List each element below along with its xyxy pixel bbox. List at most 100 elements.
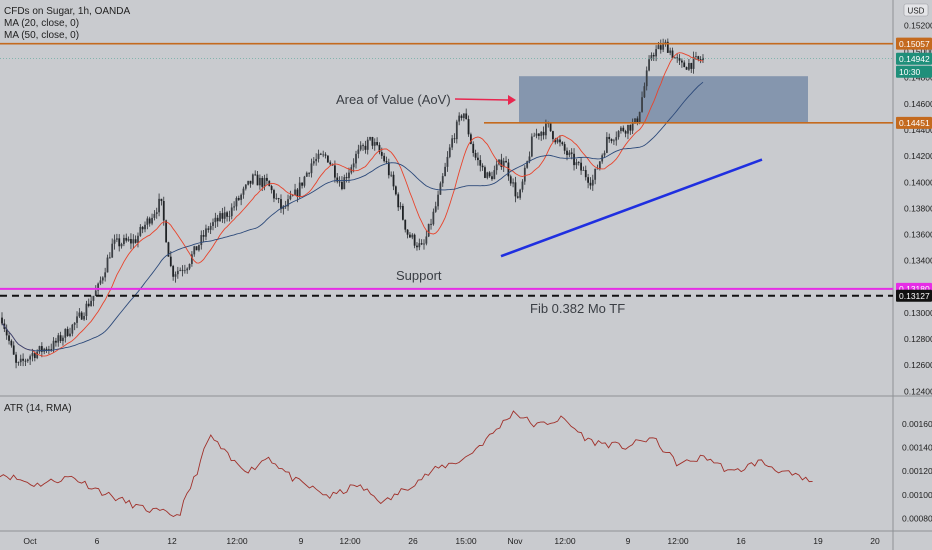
candle-body [52, 340, 55, 350]
candle-body [50, 348, 53, 350]
aov-annotation[interactable]: Area of Value (AoV) [336, 92, 451, 107]
candle-body [697, 56, 700, 60]
candle-body [345, 177, 348, 179]
price-tick-label: 0.15200 [904, 20, 932, 30]
candle-body [580, 162, 582, 171]
countdown-tag-bg [896, 65, 932, 78]
candle-body [247, 180, 250, 185]
candle-body [594, 168, 597, 180]
candle-body [638, 111, 641, 124]
moving-average-lines [1, 52, 704, 357]
candle-body [460, 115, 463, 118]
candle-body [59, 335, 62, 341]
candle-body [385, 161, 388, 163]
candle-body [153, 213, 156, 218]
fib-level-tag: 0.13127 [899, 291, 930, 301]
candle-body [83, 316, 85, 320]
candle-body [33, 353, 36, 359]
arrow-annotation[interactable] [454, 95, 516, 105]
currency-badge[interactable] [903, 3, 929, 17]
candle-body [432, 211, 435, 225]
candle-body [202, 235, 205, 237]
candle-body [491, 176, 493, 180]
time-tick-label: 19 [813, 536, 823, 546]
candle-body [683, 62, 686, 68]
candle-body [341, 181, 343, 190]
candle-body [315, 158, 318, 162]
fib-annotation[interactable]: Fib 0.382 Mo TF [530, 301, 625, 316]
price-tick-label: 0.13800 [904, 203, 932, 213]
candle-body [540, 131, 543, 136]
candle-body [205, 228, 207, 237]
candle-body [69, 333, 71, 336]
candle-body [467, 119, 470, 135]
candle-body [427, 223, 430, 237]
chart-title: CFDs on Sugar, 1h, OANDA [4, 6, 130, 17]
price-axis[interactable]: 0.15200 0.15000 0.14800 0.14600 0.14400 0.142… [896, 20, 932, 396]
price-tick-label: 0.12400 [904, 386, 932, 396]
support-annotation[interactable]: Support [396, 268, 442, 283]
candle-body [488, 172, 491, 177]
candle-body [29, 356, 32, 360]
candle-body [123, 237, 125, 245]
candle-body [577, 162, 580, 164]
candle-body [425, 236, 428, 244]
candle-body [132, 239, 135, 244]
candle-body [270, 186, 273, 191]
candle-body [111, 243, 114, 258]
candle-body [688, 63, 690, 70]
candle-body [486, 172, 489, 178]
candle-body [612, 140, 615, 142]
candle-body [624, 131, 627, 134]
candle-body [228, 216, 231, 217]
time-axis[interactable]: Oct 6 12 12:00 9 12:00 26 15:00 Nov 12:00 9 12:00 16… [23, 536, 880, 546]
candle-body [230, 207, 233, 217]
ma20-legend[interactable]: MA (20, close, 0) [4, 18, 79, 29]
candle-body [366, 139, 369, 150]
candle-body [183, 270, 186, 272]
candle-body [423, 243, 425, 245]
candle-body [552, 131, 554, 140]
candle-body [148, 218, 151, 224]
time-tick-label: 12 [167, 536, 177, 546]
candle-body [373, 142, 376, 146]
candle-body [26, 359, 29, 362]
candle-body [629, 124, 632, 131]
candle-body [305, 172, 308, 177]
candle-body [263, 177, 266, 187]
candle-body [359, 145, 362, 150]
candle-body [130, 238, 132, 244]
atr-tick-label: 0.00100 [902, 490, 932, 500]
trendline-drawing[interactable] [500, 158, 763, 258]
candle-body [685, 67, 688, 70]
area-of-value-box[interactable] [519, 76, 808, 123]
atr-tick-label: 0.00160 [902, 419, 932, 429]
candle-body [22, 358, 24, 361]
candle-body [521, 181, 524, 190]
atr-legend[interactable]: ATR (14, RMA) [4, 403, 72, 414]
time-tick-label: 12:00 [339, 536, 361, 546]
candle-body [15, 354, 17, 363]
candle-body [209, 225, 212, 230]
candlestick-series [1, 38, 704, 369]
candle-body [277, 198, 280, 200]
horizontal-levels[interactable] [0, 42, 893, 297]
candle-body [240, 194, 243, 200]
atr-tick-label: 0.00140 [902, 443, 932, 453]
candle-body [561, 142, 564, 145]
candle-body [78, 312, 81, 317]
candle-body [519, 189, 522, 198]
candle-body [397, 194, 400, 208]
candle-body [244, 184, 247, 189]
candle-body [45, 348, 48, 351]
candle-body [376, 142, 379, 145]
ma50-legend[interactable]: MA (50, close, 0) [4, 30, 79, 41]
candle-body [137, 235, 139, 243]
candle-body [645, 70, 648, 87]
candle-body [167, 242, 170, 257]
candle-body [692, 56, 695, 69]
candle-body [141, 226, 144, 230]
candle-body [559, 139, 561, 143]
candle-body [446, 156, 449, 167]
